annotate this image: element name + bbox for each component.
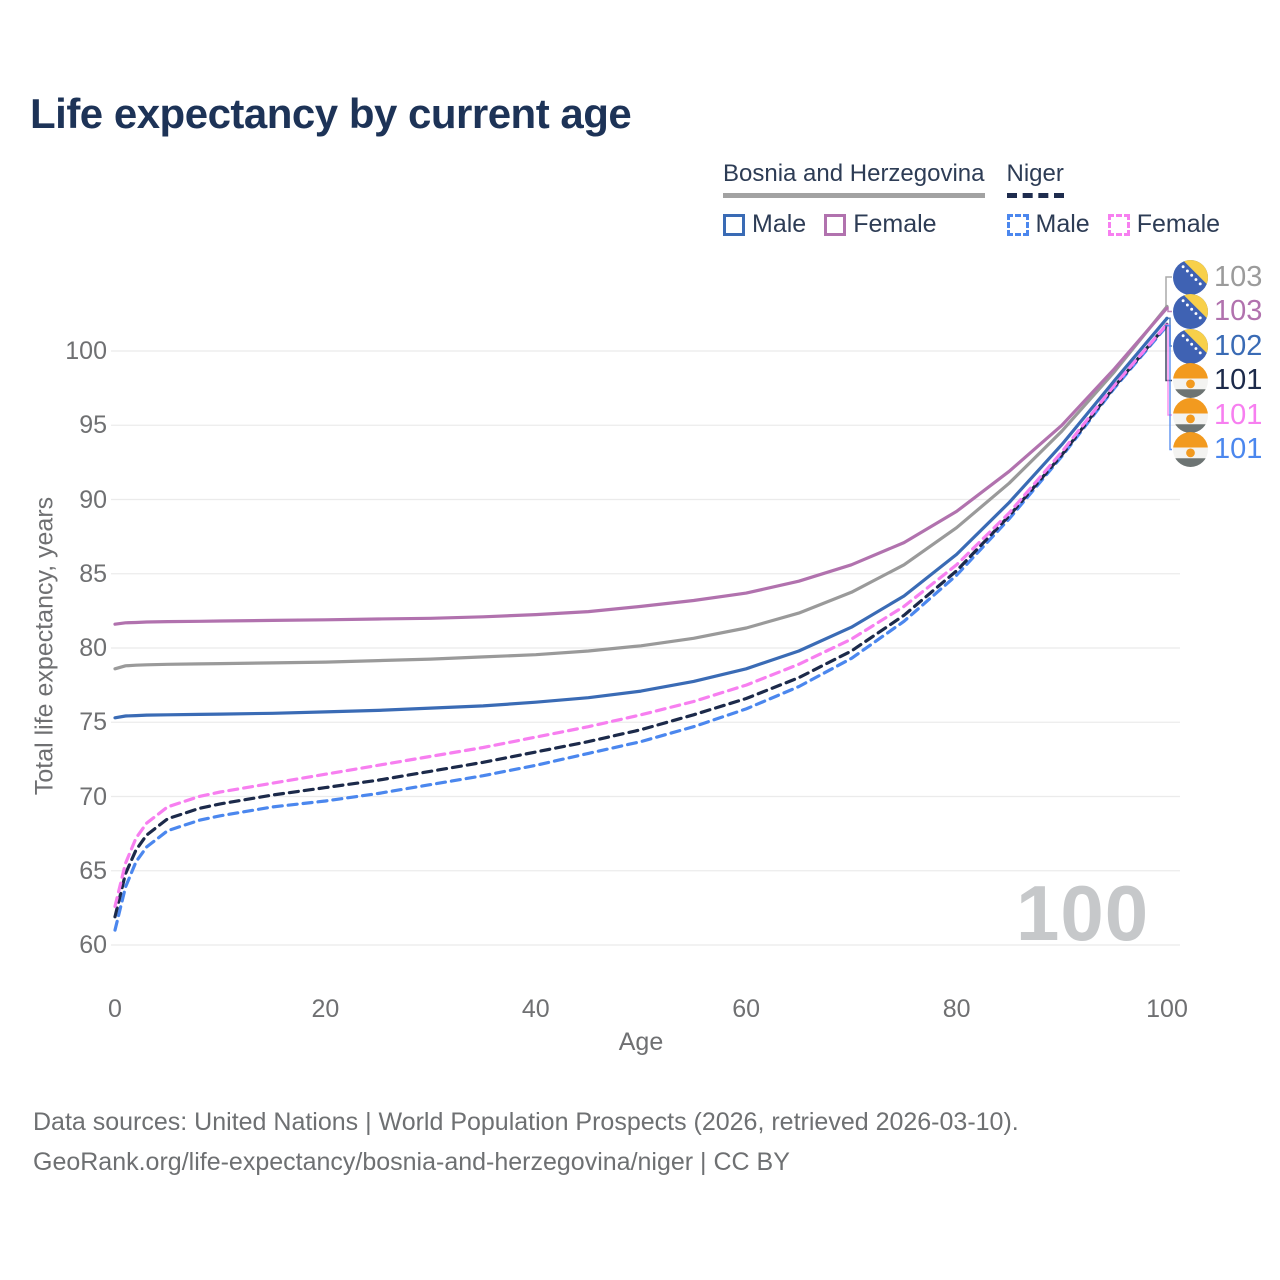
legend-swatch-bosnia-male-icon [723,213,745,236]
niger-flag-icon [1173,397,1208,433]
niger-flag-icon [1173,432,1208,467]
end-label-value: 101 [1214,398,1263,431]
y-tick-label: 80 [79,634,107,662]
series-line-bosnia-male [113,316,1169,720]
series-line-bosnia-both [113,304,1169,671]
series-line-niger-female [113,322,1169,909]
x-tick-label: 80 [942,995,971,1023]
end-label-value: 103 [1214,260,1263,293]
series-line-niger-both [113,322,1169,919]
bosnia-flag-icon [1173,259,1208,295]
legend-country-bosnia: Bosnia and Herzegovina [723,160,985,198]
legend: Bosnia and Herzegovina Male Female Niger… [723,160,1220,239]
age-watermark: 100 [1016,869,1150,957]
legend-item-label: Male [752,210,807,238]
series-line-niger-male [113,324,1169,932]
end-label-niger-female: 101 [1173,397,1263,433]
legend-country-niger: Niger [1006,160,1064,198]
end-label-value: 101 [1214,364,1263,396]
end-label-leader [1165,325,1172,451]
end-label-value: 103 [1214,295,1263,327]
x-tick-label: 100 [1146,995,1188,1023]
legend-swatch-niger-male-icon [1006,213,1029,236]
y-tick-label: 95 [79,411,107,440]
legend-group-bosnia: Bosnia and Herzegovina Male Female [723,160,985,239]
x-axis-title: Age [618,1028,664,1056]
series-line-bosnia-female [113,306,1169,626]
y-tick-label: 60 [79,931,107,959]
end-label-value: 102 [1214,329,1263,362]
end-label-niger-male: 101 [1173,432,1262,467]
y-tick-label: 65 [79,856,107,885]
y-tick-label: 100 [65,337,107,365]
end-label-leader [1165,276,1172,308]
x-tick-label: 60 [732,995,761,1023]
legend-item-label: Female [1136,210,1221,238]
legend-item-label: Female [853,210,937,238]
legend-item-label: Male [1035,210,1090,238]
y-tick-label: 85 [79,559,107,588]
footer-attribution: GeoRank.org/life-expectancy/bosnia-and-h… [33,1148,790,1176]
y-tick-label: 70 [79,782,107,811]
legend-item-niger-male[interactable]: Male [1006,210,1090,239]
legend-item-bosnia-female[interactable]: Female [824,210,937,239]
x-tick-label: 0 [108,995,122,1023]
page-title: Life expectancy by current age [30,90,632,137]
bosnia-flag-icon [1173,294,1208,329]
footer-data-sources: Data sources: United Nations | World Pop… [33,1108,1019,1136]
end-label-leader [1165,307,1172,313]
legend-swatch-niger-female-icon [1107,213,1130,236]
y-tick-label: 90 [79,485,107,514]
x-tick-label: 40 [521,995,550,1023]
y-tick-label: 75 [79,708,107,737]
x-tick-label: 20 [311,995,340,1023]
niger-flag-icon [1173,363,1208,398]
end-label-bosnia-female: 103 [1173,294,1262,329]
legend-group-niger: Niger Male Female [1006,160,1221,239]
end-label-value: 101 [1214,433,1263,465]
end-label-bosnia-both: 103 [1173,259,1263,295]
legend-swatch-bosnia-female-icon [824,213,847,236]
legend-item-bosnia-male[interactable]: Male [723,210,806,239]
end-label-niger-both: 101 [1173,363,1262,398]
legend-item-niger-female[interactable]: Female [1107,210,1221,239]
end-label-bosnia-male: 102 [1173,328,1263,364]
bosnia-flag-icon [1173,328,1208,364]
